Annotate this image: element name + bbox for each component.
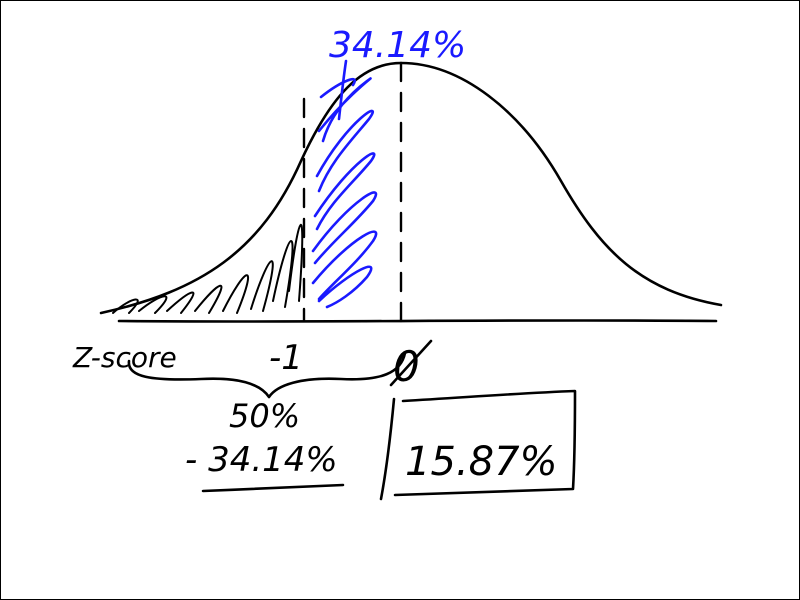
z-axis-line <box>117 319 718 323</box>
z-score-axis-label: Z-score <box>72 341 177 374</box>
shaded-region-hatching <box>311 77 378 309</box>
tick-label-neg-one: -1 <box>269 338 303 378</box>
label-pointer <box>337 59 348 121</box>
left-tail-hatching <box>112 224 304 314</box>
shaded-percent-label: 34.14% <box>329 25 466 66</box>
brace-under-axis <box>127 351 407 399</box>
separator-stroke <box>379 397 396 501</box>
subtraction-bottom-value: - 34.14% <box>185 440 338 480</box>
subtraction-top-value: 50% <box>229 397 300 435</box>
result-value: 15.87% <box>405 439 558 485</box>
subtraction-underline <box>201 483 345 493</box>
result-box <box>393 389 577 497</box>
zero-slash <box>389 339 433 387</box>
bell-curve <box>99 61 723 315</box>
tick-label-zero: 0 <box>393 342 420 391</box>
